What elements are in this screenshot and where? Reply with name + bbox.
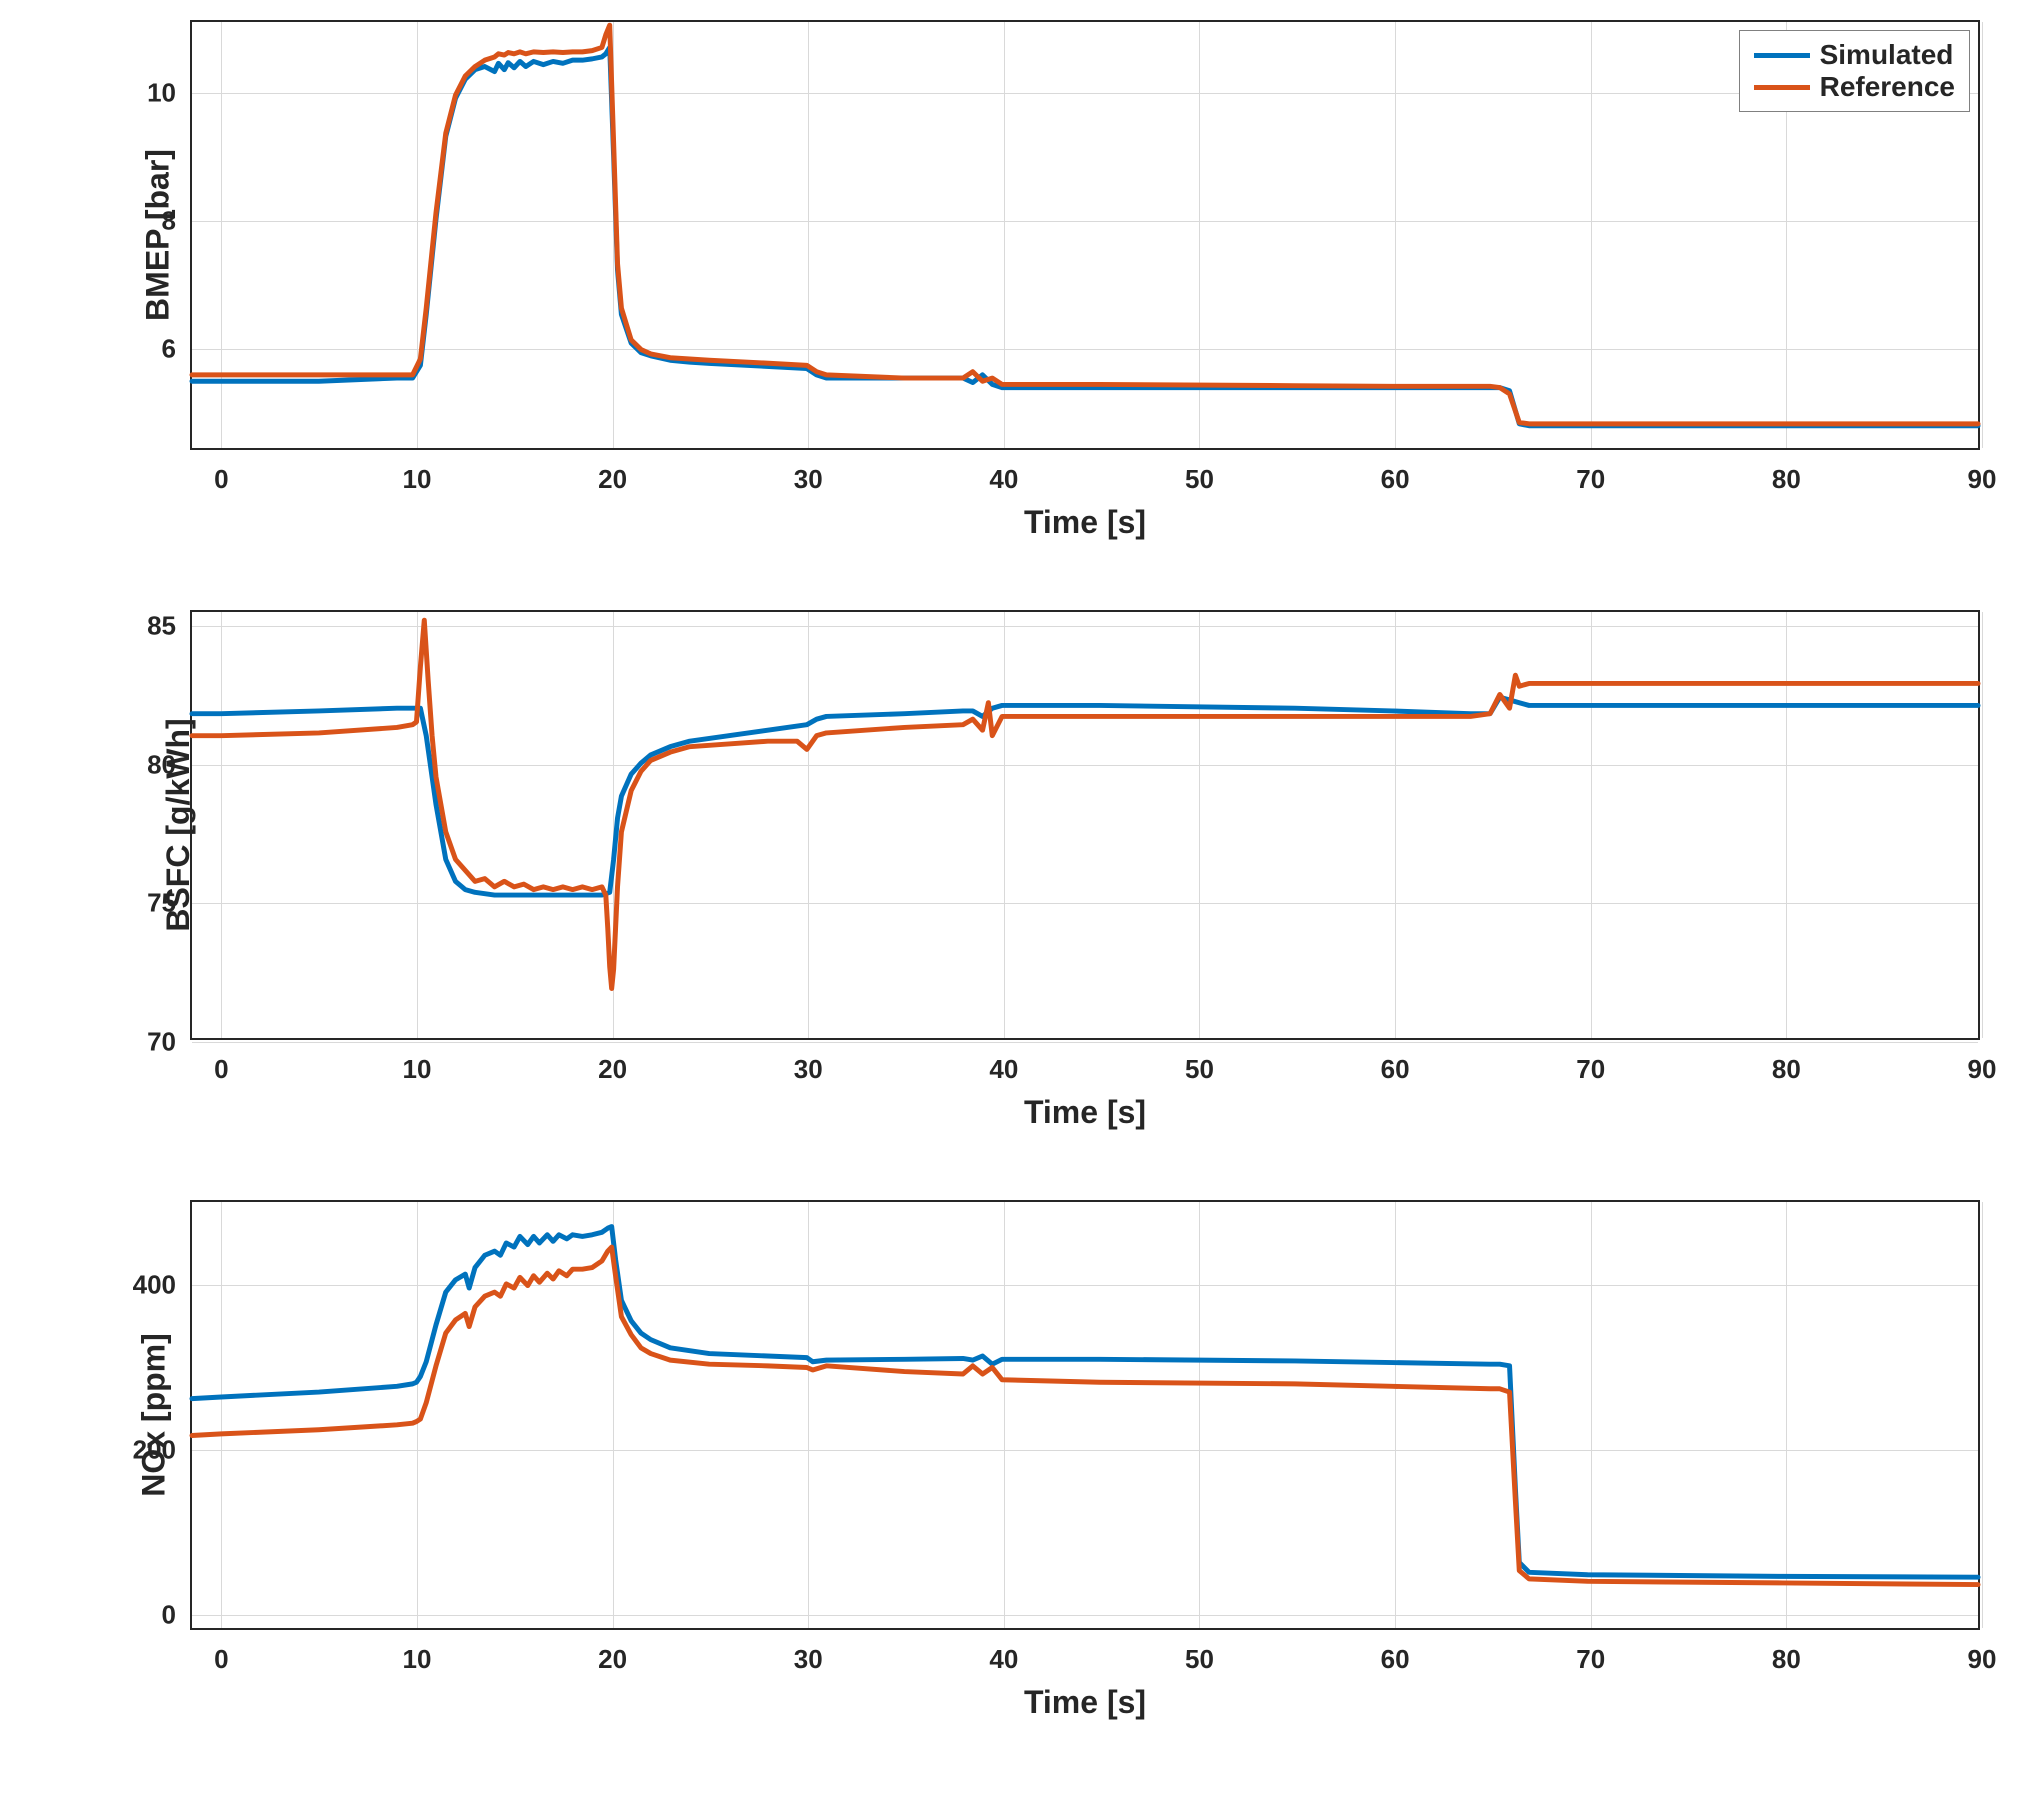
gridline-v bbox=[1982, 22, 1983, 448]
xtick-label: 50 bbox=[1185, 464, 1214, 495]
gridline-v bbox=[1982, 612, 1983, 1038]
ylabel: BMEP [bar] bbox=[139, 149, 176, 321]
xtick-label: 10 bbox=[403, 1644, 432, 1675]
gridline-h bbox=[192, 1042, 1978, 1043]
xtick-label: 10 bbox=[403, 1054, 432, 1085]
ytick-label: 0 bbox=[86, 1600, 176, 1631]
series-svg bbox=[192, 612, 1978, 1038]
series-line-simulated bbox=[192, 1227, 1978, 1578]
xtick-label: 30 bbox=[794, 1644, 823, 1675]
subplot-bsfc: 010203040506070809070758085Time [s]BSFC … bbox=[20, 610, 2020, 1140]
xtick-label: 90 bbox=[1968, 1054, 1997, 1085]
legend-swatch bbox=[1754, 53, 1810, 58]
xtick-label: 10 bbox=[403, 464, 432, 495]
series-line-reference bbox=[192, 620, 1978, 988]
xtick-label: 60 bbox=[1381, 464, 1410, 495]
xtick-label: 50 bbox=[1185, 1644, 1214, 1675]
xtick-label: 90 bbox=[1968, 464, 1997, 495]
xtick-label: 40 bbox=[989, 464, 1018, 495]
xtick-label: 0 bbox=[214, 1054, 228, 1085]
plot-area-bmep: 01020304050607080906810Time [s]BMEP [bar… bbox=[190, 20, 1980, 450]
plot-area-nox: 01020304050607080900200400Time [s]NOx [p… bbox=[190, 1200, 1980, 1630]
xtick-label: 20 bbox=[598, 464, 627, 495]
series-line-reference bbox=[192, 1247, 1978, 1585]
legend: SimulatedReference bbox=[1739, 30, 1970, 112]
xtick-label: 40 bbox=[989, 1644, 1018, 1675]
legend-label: Reference bbox=[1820, 71, 1955, 103]
xtick-label: 20 bbox=[598, 1644, 627, 1675]
ytick-label: 85 bbox=[86, 610, 176, 641]
legend-swatch bbox=[1754, 85, 1810, 90]
plot-area-bsfc: 010203040506070809070758085Time [s]BSFC … bbox=[190, 610, 1980, 1040]
xlabel: Time [s] bbox=[1024, 1094, 1146, 1131]
xtick-label: 60 bbox=[1381, 1644, 1410, 1675]
ylabel: NOx [ppm] bbox=[135, 1333, 172, 1497]
xtick-label: 60 bbox=[1381, 1054, 1410, 1085]
xtick-label: 70 bbox=[1576, 1644, 1605, 1675]
legend-item: Simulated bbox=[1754, 39, 1955, 71]
series-svg bbox=[192, 22, 1978, 448]
xtick-label: 0 bbox=[214, 464, 228, 495]
xtick-label: 30 bbox=[794, 464, 823, 495]
xtick-label: 40 bbox=[989, 1054, 1018, 1085]
xlabel: Time [s] bbox=[1024, 504, 1146, 541]
xtick-label: 80 bbox=[1772, 464, 1801, 495]
figure: 01020304050607080906810Time [s]BMEP [bar… bbox=[20, 20, 2020, 1730]
ytick-label: 10 bbox=[86, 77, 176, 108]
series-line-reference bbox=[192, 25, 1978, 424]
xlabel: Time [s] bbox=[1024, 1684, 1146, 1721]
series-svg bbox=[192, 1202, 1978, 1628]
xtick-label: 70 bbox=[1576, 464, 1605, 495]
series-line-simulated bbox=[192, 47, 1978, 425]
gridline-v bbox=[1982, 1202, 1983, 1628]
xtick-label: 90 bbox=[1968, 1644, 1997, 1675]
ylabel: BSFC [g/kWh] bbox=[160, 718, 197, 931]
xtick-label: 50 bbox=[1185, 1054, 1214, 1085]
legend-label: Simulated bbox=[1820, 39, 1954, 71]
xtick-label: 20 bbox=[598, 1054, 627, 1085]
ytick-label: 400 bbox=[86, 1269, 176, 1300]
xtick-label: 0 bbox=[214, 1644, 228, 1675]
subplot-nox: 01020304050607080900200400Time [s]NOx [p… bbox=[20, 1200, 2020, 1730]
ytick-label: 70 bbox=[86, 1027, 176, 1058]
subplot-bmep: 01020304050607080906810Time [s]BMEP [bar… bbox=[20, 20, 2020, 550]
ytick-label: 6 bbox=[86, 334, 176, 365]
legend-item: Reference bbox=[1754, 71, 1955, 103]
xtick-label: 70 bbox=[1576, 1054, 1605, 1085]
xtick-label: 80 bbox=[1772, 1644, 1801, 1675]
xtick-label: 30 bbox=[794, 1054, 823, 1085]
xtick-label: 80 bbox=[1772, 1054, 1801, 1085]
